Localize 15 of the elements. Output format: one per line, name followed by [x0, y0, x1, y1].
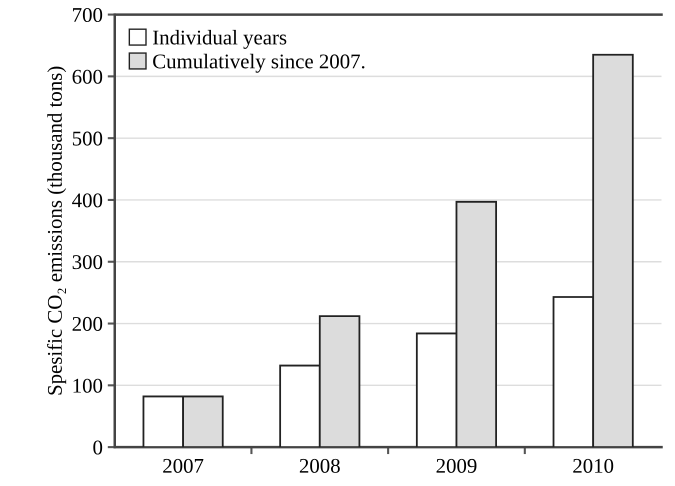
y-axis-title: Spesific CO₂ emissions (thousand tons) [47, 66, 66, 395]
x-tick-label: 2008 [300, 458, 340, 473]
x-tick-label: 2010 [573, 458, 614, 473]
x-tick-label: 2009 [436, 458, 476, 473]
x-tick-label: 2007 [163, 458, 204, 473]
y-tick-label: 300 [72, 255, 102, 270]
legend-label: Individual years [153, 30, 286, 49]
y-tick-label: 600 [72, 70, 102, 84]
y-tick-label: 500 [72, 132, 102, 146]
y-tick-label: 200 [72, 316, 102, 331]
y-tick-label: 400 [72, 193, 102, 208]
legend-label: Cumulatively since 2007. [153, 54, 364, 73]
y-tick-label: 700 [73, 8, 102, 22]
y-tick-label: 0 [93, 440, 102, 455]
y-tick-label: 100 [74, 378, 102, 393]
